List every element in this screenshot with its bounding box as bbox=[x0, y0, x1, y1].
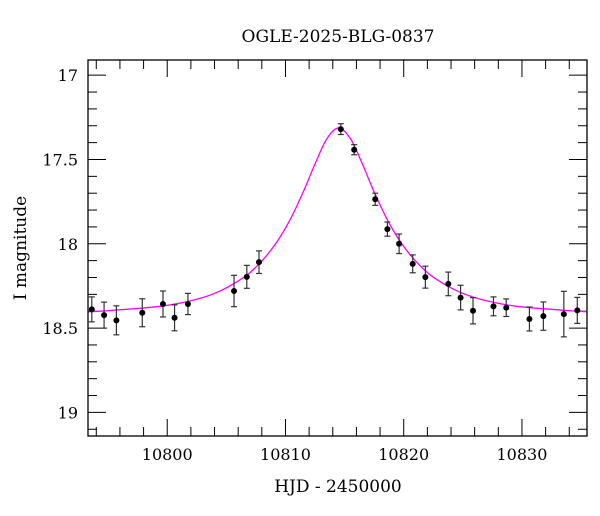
model-curve bbox=[88, 127, 587, 313]
y-tick-label: 18 bbox=[58, 235, 78, 254]
point-marker bbox=[384, 226, 391, 233]
point-marker bbox=[113, 317, 120, 324]
data-point bbox=[139, 298, 146, 328]
point-marker bbox=[101, 312, 108, 319]
data-point bbox=[526, 306, 533, 332]
y-tick-label: 17.5 bbox=[42, 150, 78, 169]
x-axis-label: HJD - 2450000 bbox=[274, 477, 402, 497]
data-point bbox=[422, 265, 429, 289]
data-point bbox=[503, 298, 510, 318]
point-marker bbox=[422, 274, 429, 281]
point-marker bbox=[243, 273, 250, 280]
plot-frame bbox=[87, 59, 588, 437]
data-point bbox=[231, 274, 238, 308]
data-point bbox=[184, 292, 191, 316]
chart-title: OGLE-2025-BLG-0837 bbox=[242, 27, 435, 47]
data-points-layer bbox=[88, 123, 581, 338]
point-marker bbox=[574, 307, 581, 314]
point-marker bbox=[560, 311, 567, 318]
data-point bbox=[113, 305, 120, 336]
data-point bbox=[445, 271, 452, 297]
data-point bbox=[171, 304, 178, 332]
x-tick-label: 10800 bbox=[142, 445, 193, 464]
x-tick-label: 10820 bbox=[378, 445, 429, 464]
point-marker bbox=[171, 314, 178, 321]
data-point bbox=[490, 296, 497, 317]
y-tick-label: 17 bbox=[58, 66, 78, 85]
y-axis-label: I magnitude bbox=[11, 196, 31, 300]
point-marker bbox=[457, 294, 464, 301]
data-point bbox=[243, 264, 250, 289]
data-point bbox=[384, 221, 391, 237]
point-marker bbox=[139, 309, 146, 316]
point-marker bbox=[445, 280, 452, 287]
point-marker bbox=[490, 303, 497, 310]
data-point bbox=[255, 250, 262, 275]
data-point bbox=[351, 144, 358, 156]
data-point bbox=[88, 296, 95, 323]
point-marker bbox=[159, 300, 166, 307]
point-marker bbox=[337, 126, 344, 133]
data-point bbox=[457, 284, 464, 311]
data-point bbox=[159, 290, 166, 318]
data-point bbox=[101, 301, 108, 329]
point-marker bbox=[351, 146, 358, 153]
point-marker bbox=[88, 306, 95, 313]
point-marker bbox=[255, 259, 262, 266]
axis-ticks: 10800 10810 10820 10830 17 17.5 18 18.5 19 bbox=[42, 60, 587, 464]
point-marker bbox=[470, 307, 477, 314]
y-tick-label: 19 bbox=[58, 403, 78, 422]
point-marker bbox=[396, 240, 403, 247]
model-curve-layer bbox=[88, 127, 587, 313]
data-point bbox=[560, 290, 567, 338]
point-marker bbox=[184, 300, 191, 307]
data-point bbox=[574, 296, 581, 324]
data-point bbox=[470, 296, 477, 325]
data-point bbox=[396, 233, 403, 255]
y-tick-label: 18.5 bbox=[42, 319, 78, 338]
data-point bbox=[337, 123, 344, 136]
point-marker bbox=[526, 315, 533, 322]
x-tick-label: 10810 bbox=[260, 445, 311, 464]
point-marker bbox=[231, 287, 238, 294]
data-point bbox=[540, 301, 547, 331]
x-tick-label: 10830 bbox=[497, 445, 548, 464]
point-marker bbox=[503, 304, 510, 311]
data-point bbox=[409, 254, 416, 274]
data-point bbox=[372, 192, 379, 206]
point-marker bbox=[372, 196, 379, 203]
point-marker bbox=[540, 313, 547, 320]
point-marker bbox=[409, 260, 416, 267]
